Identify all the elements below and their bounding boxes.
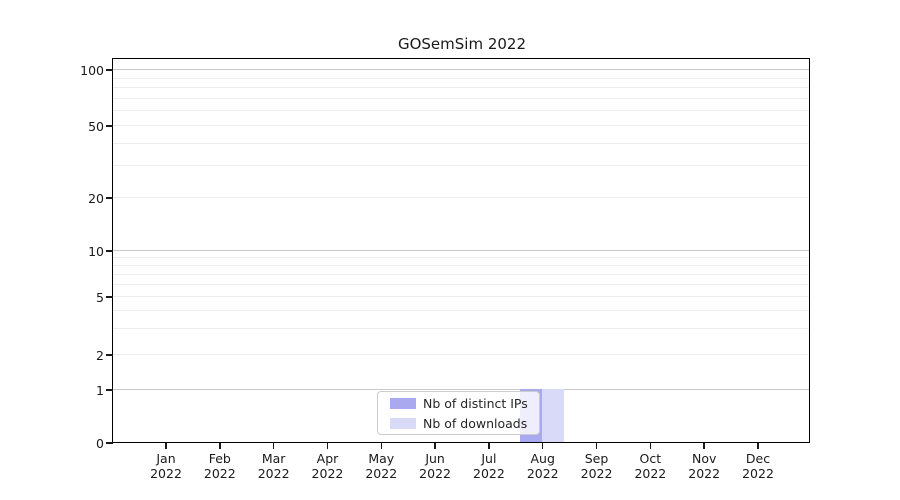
x-tick-year: 2022 — [365, 466, 398, 481]
gridline-50 — [113, 125, 809, 126]
gridline-20 — [113, 197, 809, 198]
legend-swatch-icon — [390, 397, 416, 409]
y-tick-mark — [106, 250, 113, 252]
x-tick-label: Nov 2022 — [674, 451, 734, 481]
x-tick-label: Jul 2022 — [459, 451, 519, 481]
gridline-9 — [113, 256, 809, 258]
gridline-60 — [113, 110, 809, 112]
gridline-6 — [113, 283, 809, 285]
y-tick-mark — [106, 125, 113, 127]
legend: Nb of distinct IPs Nb of downloads — [377, 391, 540, 435]
gridline-10 — [113, 250, 809, 252]
gridline-8 — [113, 264, 809, 266]
x-tick-mark — [434, 443, 436, 449]
x-tick-month: Feb — [208, 451, 231, 466]
x-tick-year: 2022 — [419, 466, 451, 481]
x-tick-label: Aug 2022 — [513, 451, 573, 481]
x-tick-month: Jun — [425, 451, 445, 466]
x-tick-label: Apr 2022 — [297, 451, 357, 481]
x-tick-mark — [272, 443, 275, 449]
y-tick-label: 5 — [96, 289, 104, 305]
chart-title: GOSemSim 2022 — [397, 35, 527, 53]
x-tick-mark — [488, 443, 490, 449]
x-tick-month: Jan — [156, 451, 176, 466]
x-tick-label: Feb 2022 — [190, 451, 250, 481]
gridline-80 — [113, 87, 809, 89]
x-tick-mark — [757, 443, 759, 449]
x-tick-label: Jun 2022 — [405, 451, 465, 481]
gridline-4 — [113, 310, 809, 312]
x-tick-label: Dec 2022 — [728, 451, 788, 481]
y-tick-mark — [106, 442, 113, 444]
y-tick-mark — [106, 354, 113, 356]
x-tick-year: 2022 — [742, 466, 774, 481]
gridline-90 — [113, 77, 809, 79]
y-tick-label: 1 — [96, 382, 104, 398]
x-tick-year: 2022 — [257, 466, 290, 481]
x-tick-year: 2022 — [634, 466, 667, 481]
gridline-100 — [113, 69, 809, 71]
y-tick-label: 0 — [96, 435, 104, 451]
plot-area: Nb of distinct IPs Nb of downloads — [112, 58, 810, 443]
x-tick-year: 2022 — [526, 466, 559, 481]
x-tick-year: 2022 — [580, 466, 613, 481]
y-tick-label: 100 — [80, 62, 104, 78]
gridline-40 — [113, 142, 809, 144]
x-tick-month: Dec — [745, 451, 771, 466]
x-tick-mark — [541, 443, 544, 449]
x-tick-mark — [165, 443, 167, 449]
legend-item-label: Nb of distinct IPs — [423, 395, 528, 411]
x-tick-month: Apr — [316, 451, 339, 466]
legend-swatch-icon — [390, 417, 416, 429]
gridline-5 — [113, 296, 809, 297]
x-tick-month: Nov — [691, 451, 717, 466]
x-tick-mark — [595, 443, 598, 449]
legend-item: Nb of downloads — [384, 414, 533, 432]
x-tick-year: 2022 — [150, 466, 182, 481]
legend-item-label: Nb of downloads — [423, 415, 528, 431]
x-tick-month: Aug — [530, 451, 555, 466]
x-tick-mark — [380, 443, 383, 449]
x-tick-mark — [703, 443, 705, 449]
x-tick-mark — [649, 443, 652, 449]
x-tick-year: 2022 — [311, 466, 344, 481]
x-tick-year: 2022 — [688, 466, 721, 481]
x-tick-month: Oct — [639, 451, 662, 466]
x-tick-month: Sep — [584, 451, 609, 466]
gridline-7 — [113, 273, 809, 275]
y-tick-mark — [106, 197, 113, 199]
x-tick-mark — [326, 443, 329, 449]
x-tick-mark — [219, 443, 221, 449]
y-tick-mark — [106, 389, 113, 391]
legend-item: Nb of distinct IPs — [384, 394, 533, 412]
y-tick-mark — [106, 69, 113, 71]
x-tick-label: Jan 2022 — [136, 451, 196, 481]
gridline-3 — [113, 328, 809, 330]
y-tick-label: 10 — [88, 243, 104, 259]
gridline-70 — [113, 97, 809, 99]
x-tick-month: May — [368, 451, 395, 466]
x-tick-year: 2022 — [473, 466, 505, 481]
y-tick-label: 20 — [88, 190, 104, 206]
gridline-30 — [113, 165, 809, 167]
x-tick-month: Jul — [481, 451, 497, 466]
y-tick-label: 2 — [96, 347, 104, 363]
y-tick-label: 50 — [88, 118, 104, 134]
x-tick-label: May 2022 — [351, 451, 411, 481]
x-tick-label: Sep 2022 — [567, 451, 627, 481]
bar-nb-of-downloads-aug — [541, 389, 564, 442]
x-tick-label: Mar 2022 — [244, 451, 304, 481]
gridline-2 — [113, 354, 809, 355]
x-tick-year: 2022 — [203, 466, 236, 481]
x-tick-label: Oct 2022 — [620, 451, 680, 481]
x-tick-month: Mar — [261, 451, 286, 466]
y-tick-mark — [106, 296, 113, 298]
